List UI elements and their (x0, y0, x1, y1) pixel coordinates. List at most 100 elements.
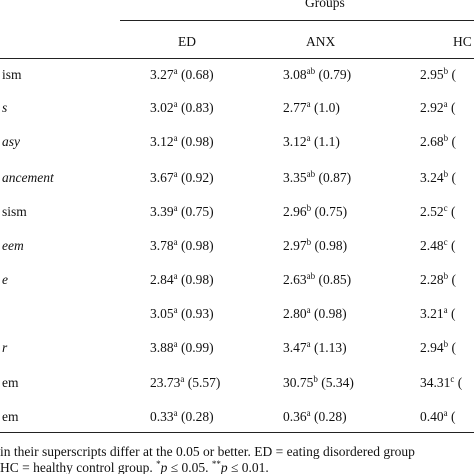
sd: (0.68) (181, 67, 214, 82)
group-title: Groups (305, 0, 345, 10)
sd: ( (451, 100, 456, 115)
rule (0, 432, 474, 433)
superscript: ab (306, 169, 316, 179)
mean: 3.39 (150, 204, 174, 219)
cell: 2.96b (0.75) (283, 204, 347, 220)
superscript: a (306, 133, 311, 143)
sd: ( (451, 67, 457, 82)
cell: 0.33a (0.28) (150, 409, 214, 425)
sd: ( (451, 204, 456, 219)
footnote-italic: p (220, 460, 228, 474)
mean: 2.94 (420, 340, 444, 355)
cell: 3.12a (0.98) (150, 134, 214, 150)
rule (120, 20, 474, 21)
sd: (0.28) (314, 409, 347, 424)
rule (0, 58, 474, 59)
superscript: a (173, 66, 178, 76)
cell: 2.77a (1.0) (283, 100, 340, 116)
mean: 2.28 (420, 272, 444, 287)
superscript: c (443, 237, 448, 247)
cell: 2.94b ( (420, 340, 456, 356)
superscript: a (173, 305, 178, 315)
superscript: a (173, 99, 178, 109)
sd: ( (451, 306, 456, 321)
cell: 3.08ab (0.79) (283, 67, 351, 83)
mean: 2.84 (150, 272, 174, 287)
cell: 3.47a (1.13) (283, 340, 347, 356)
superscript: a (180, 374, 185, 384)
superscript: a (443, 305, 448, 315)
footnote: in their superscripts differ at the 0.05… (0, 444, 415, 459)
sd: ( (451, 409, 456, 424)
mean: 3.88 (150, 340, 174, 355)
sd: (1.13) (314, 340, 347, 355)
mean: 2.97 (283, 238, 307, 253)
cell: 3.35ab (0.87) (283, 170, 351, 186)
sd: (0.98) (314, 238, 348, 253)
cell: 3.88a (0.99) (150, 340, 214, 356)
sd: (0.98) (181, 238, 214, 253)
superscript: b (306, 237, 312, 247)
superscript: ab (306, 271, 316, 281)
mean: 3.24 (420, 170, 444, 185)
mean: 2.80 (283, 306, 307, 321)
mean: 2.63 (283, 272, 307, 287)
superscript: b (443, 66, 449, 76)
footnote-sup: * (156, 459, 161, 469)
cell: 30.75b (5.34) (283, 375, 354, 391)
row-label: em (2, 375, 19, 390)
row-label: s (2, 100, 8, 115)
superscript: b (443, 133, 449, 143)
superscript: a (443, 408, 448, 418)
cell: 2.63ab (0.85) (283, 272, 351, 288)
footnote-italic: p (160, 460, 168, 474)
superscript: b (443, 271, 449, 281)
footnote-sup: ** (211, 459, 221, 469)
sd: (0.98) (314, 306, 347, 321)
cell: 0.40a ( (420, 409, 456, 425)
mean: 3.12 (150, 134, 174, 149)
mean: 3.08 (283, 67, 307, 82)
row-label: eem (2, 238, 24, 253)
row-label: asy (2, 134, 20, 149)
mean: 2.52 (420, 204, 444, 219)
sd: ( (451, 272, 457, 287)
sd: (0.99) (181, 340, 214, 355)
row-label: sism (2, 204, 27, 219)
superscript: a (306, 305, 311, 315)
superscript: a (173, 271, 178, 281)
sd: (1.0) (314, 100, 340, 115)
sd: (0.75) (314, 204, 348, 219)
superscript: a (173, 169, 178, 179)
cell: 34.31c ( (420, 375, 462, 391)
superscript: a (306, 408, 311, 418)
column-header: ANX (306, 34, 336, 49)
sd: (5.57) (187, 375, 221, 390)
footnote: HC = healthy control group. *p ≤ 0.05. *… (0, 460, 269, 474)
sd: (0.79) (318, 67, 352, 82)
superscript: b (306, 203, 312, 213)
mean: 3.67 (150, 170, 174, 185)
footnote-text: HC = healthy control group. (0, 460, 157, 474)
footnote-text: ≤ 0.05. (167, 460, 212, 474)
mean: 2.48 (420, 238, 444, 253)
sd: ( (451, 134, 457, 149)
superscript: a (173, 203, 178, 213)
mean: 34.31 (420, 375, 451, 390)
mean: 3.78 (150, 238, 174, 253)
mean: 3.35 (283, 170, 307, 185)
sd: (0.83) (181, 100, 214, 115)
superscript: c (450, 374, 455, 384)
cell: 23.73a (5.57) (150, 375, 220, 391)
superscript: b (313, 374, 318, 384)
mean: 3.02 (150, 100, 174, 115)
superscript: a (173, 133, 178, 143)
mean: 3.47 (283, 340, 307, 355)
mean: 2.68 (420, 134, 444, 149)
cell: 2.80a (0.98) (283, 306, 347, 322)
superscript: b (443, 339, 449, 349)
row-label: r (2, 340, 8, 355)
superscript: a (306, 339, 311, 349)
cell: 3.27a (0.68) (150, 67, 214, 83)
row-label: e (2, 272, 8, 287)
